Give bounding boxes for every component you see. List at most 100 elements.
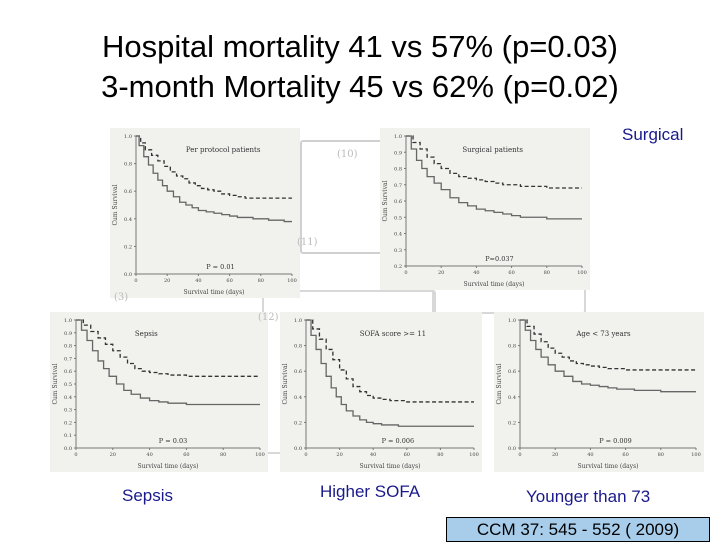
x-tick-label: 100 [287,278,297,284]
y-tick-label: 0.3 [394,248,402,254]
y-tick-label: 1.0 [294,318,302,324]
title-3-month-mortality: 3-month Mortality 45 vs 62% (p=0.02) [101,69,619,104]
plot-background [280,312,482,472]
p-value-annotation: P=0.037 [485,255,513,263]
annotation-n4: (12) [258,312,279,323]
x-tick-label: 60 [226,278,232,284]
y-tick-label: 0.2 [508,420,516,426]
p-value-annotation: P = 0.006 [382,437,415,445]
y-tick-label: 0.9 [64,331,72,337]
y-axis-label: Cum Survival [282,363,289,404]
annotation-n1: (10) [337,149,358,160]
y-tick-label: 0.9 [394,150,402,156]
x-tick-label: 40 [473,270,479,276]
x-tick-label: 80 [220,452,226,458]
x-axis-label: Survival time (days) [578,463,639,470]
y-tick-label: 1.0 [64,318,72,324]
y-tick-label: 0.4 [294,395,302,401]
citation-box: CCM 37: 545 - 552 ( 2009) [446,517,710,542]
y-tick-label: 0.4 [124,217,132,223]
y-tick-label: 0.5 [394,215,402,221]
panel-title: Per protocol patients [186,146,261,154]
y-tick-label: 0.6 [294,369,302,375]
y-tick-label: 0.4 [64,395,72,401]
chart-per-protocol: 0.0 0.2 0.4 0.6 0.8 1.0 0 20 40 60 80 100 Survival t… [110,128,300,298]
y-tick-label: 0.2 [294,420,302,426]
y-tick-label: 0.7 [394,183,402,189]
panel-title: Sepsis [135,330,158,338]
p-value-annotation: P = 0.009 [599,437,632,445]
x-tick-label: 40 [146,452,152,458]
x-tick-label: 40 [370,452,376,458]
x-tick-label: 100 [255,452,265,458]
label-higher-sofa: Higher SOFA [320,482,421,501]
title-hospital-mortality: Hospital mortality 41 vs 57% (p=0.03) [101,29,619,64]
x-tick-label: 0 [518,452,521,458]
x-tick-label: 80 [658,452,664,458]
survival-curve-lower [306,319,474,427]
y-tick-label: 0.6 [124,189,132,195]
x-tick-label: 20 [336,452,342,458]
y-tick-label: 0.2 [124,244,132,250]
x-tick-label: 60 [404,452,410,458]
survival-curve-lower [136,135,292,223]
survival-curve-upper [306,319,474,403]
x-tick-label: 40 [195,278,201,284]
y-tick-label: 1.0 [394,134,402,140]
x-tick-label: 60 [622,452,628,458]
annotation-n2: (11) [297,237,318,248]
x-tick-label: 0 [304,452,307,458]
y-tick-label: 0.8 [508,344,516,350]
y-tick-label: 0.2 [394,264,402,270]
label-surgical: Surgical [622,125,684,144]
survival-curve-upper [136,135,292,199]
panel-title: Age < 73 years [575,330,631,338]
x-tick-label: 20 [438,270,444,276]
plot-background [50,312,268,472]
x-tick-label: 20 [110,452,116,458]
y-tick-label: 1.0 [508,318,516,324]
y-tick-label: 0.8 [64,344,72,350]
y-tick-label: 1.0 [124,134,132,140]
x-tick-label: 20 [552,452,558,458]
y-tick-label: 0.5 [64,382,72,388]
y-tick-label: 0.4 [508,395,516,401]
x-tick-label: 40 [587,452,593,458]
y-tick-label: 0.0 [64,446,72,452]
y-axis-label: Cum Survival [52,363,59,404]
chart-age: 0.0 0.2 0.4 0.6 0.8 1.0 0 20 40 60 80 100 Survival t… [494,312,704,472]
y-tick-label: 0.0 [124,272,132,278]
label-sepsis: Sepsis [122,486,174,505]
y-tick-label: 0.8 [124,162,132,168]
p-value-annotation: P = 0.01 [206,263,234,271]
y-tick-label: 0.6 [394,199,402,205]
x-axis-label: Survival time (days) [138,463,199,470]
survival-curve-lower [76,319,260,406]
chart-sepsis: 0.0 0.1 0.2 0.3 0.4 0.5 0.6 0.7 0.8 0.9 1.0 0 20 40 60… [50,312,268,472]
y-tick-label: 0.0 [508,446,516,452]
chart-sofa: 0.0 0.2 0.4 0.6 0.8 1.0 0 20 40 60 80 100 Survival t… [280,312,482,472]
chart-surgical: 0.2 0.3 0.4 0.5 0.6 0.7 0.8 0.9 1.0 0 20 40 60 80 100 S… [380,128,590,290]
survival-curve-lower [406,135,582,220]
y-axis-label: Cum Survival [496,363,503,404]
y-axis-label: Cum Survival [112,184,119,225]
y-tick-label: 0.8 [294,344,302,350]
x-tick-label: 100 [469,452,479,458]
y-tick-label: 0.8 [394,167,402,173]
y-tick-label: 0.3 [64,408,72,414]
label-younger: Younger than 73 [526,487,651,506]
x-axis-label: Survival time (days) [184,289,245,296]
x-tick-label: 0 [74,452,77,458]
y-tick-label: 0.6 [508,369,516,375]
x-tick-label: 80 [258,278,264,284]
x-tick-label: 0 [134,278,137,284]
y-tick-label: 0.2 [64,420,72,426]
x-axis-label: Survival time (days) [360,463,421,470]
annotation-n3: (3) [114,292,129,303]
y-tick-label: 0.6 [64,369,72,375]
y-axis-label: Cum Survival [382,180,389,221]
x-tick-label: 0 [404,270,407,276]
plot-background [110,128,300,298]
x-tick-label: 60 [183,452,189,458]
p-value-annotation: P = 0.03 [159,437,187,445]
